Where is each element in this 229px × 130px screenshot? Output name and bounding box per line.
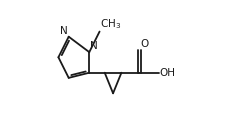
Text: O: O <box>140 39 148 49</box>
Text: N: N <box>60 26 68 36</box>
Text: OH: OH <box>159 68 174 78</box>
Text: N: N <box>90 41 97 51</box>
Text: CH$_3$: CH$_3$ <box>100 17 121 31</box>
